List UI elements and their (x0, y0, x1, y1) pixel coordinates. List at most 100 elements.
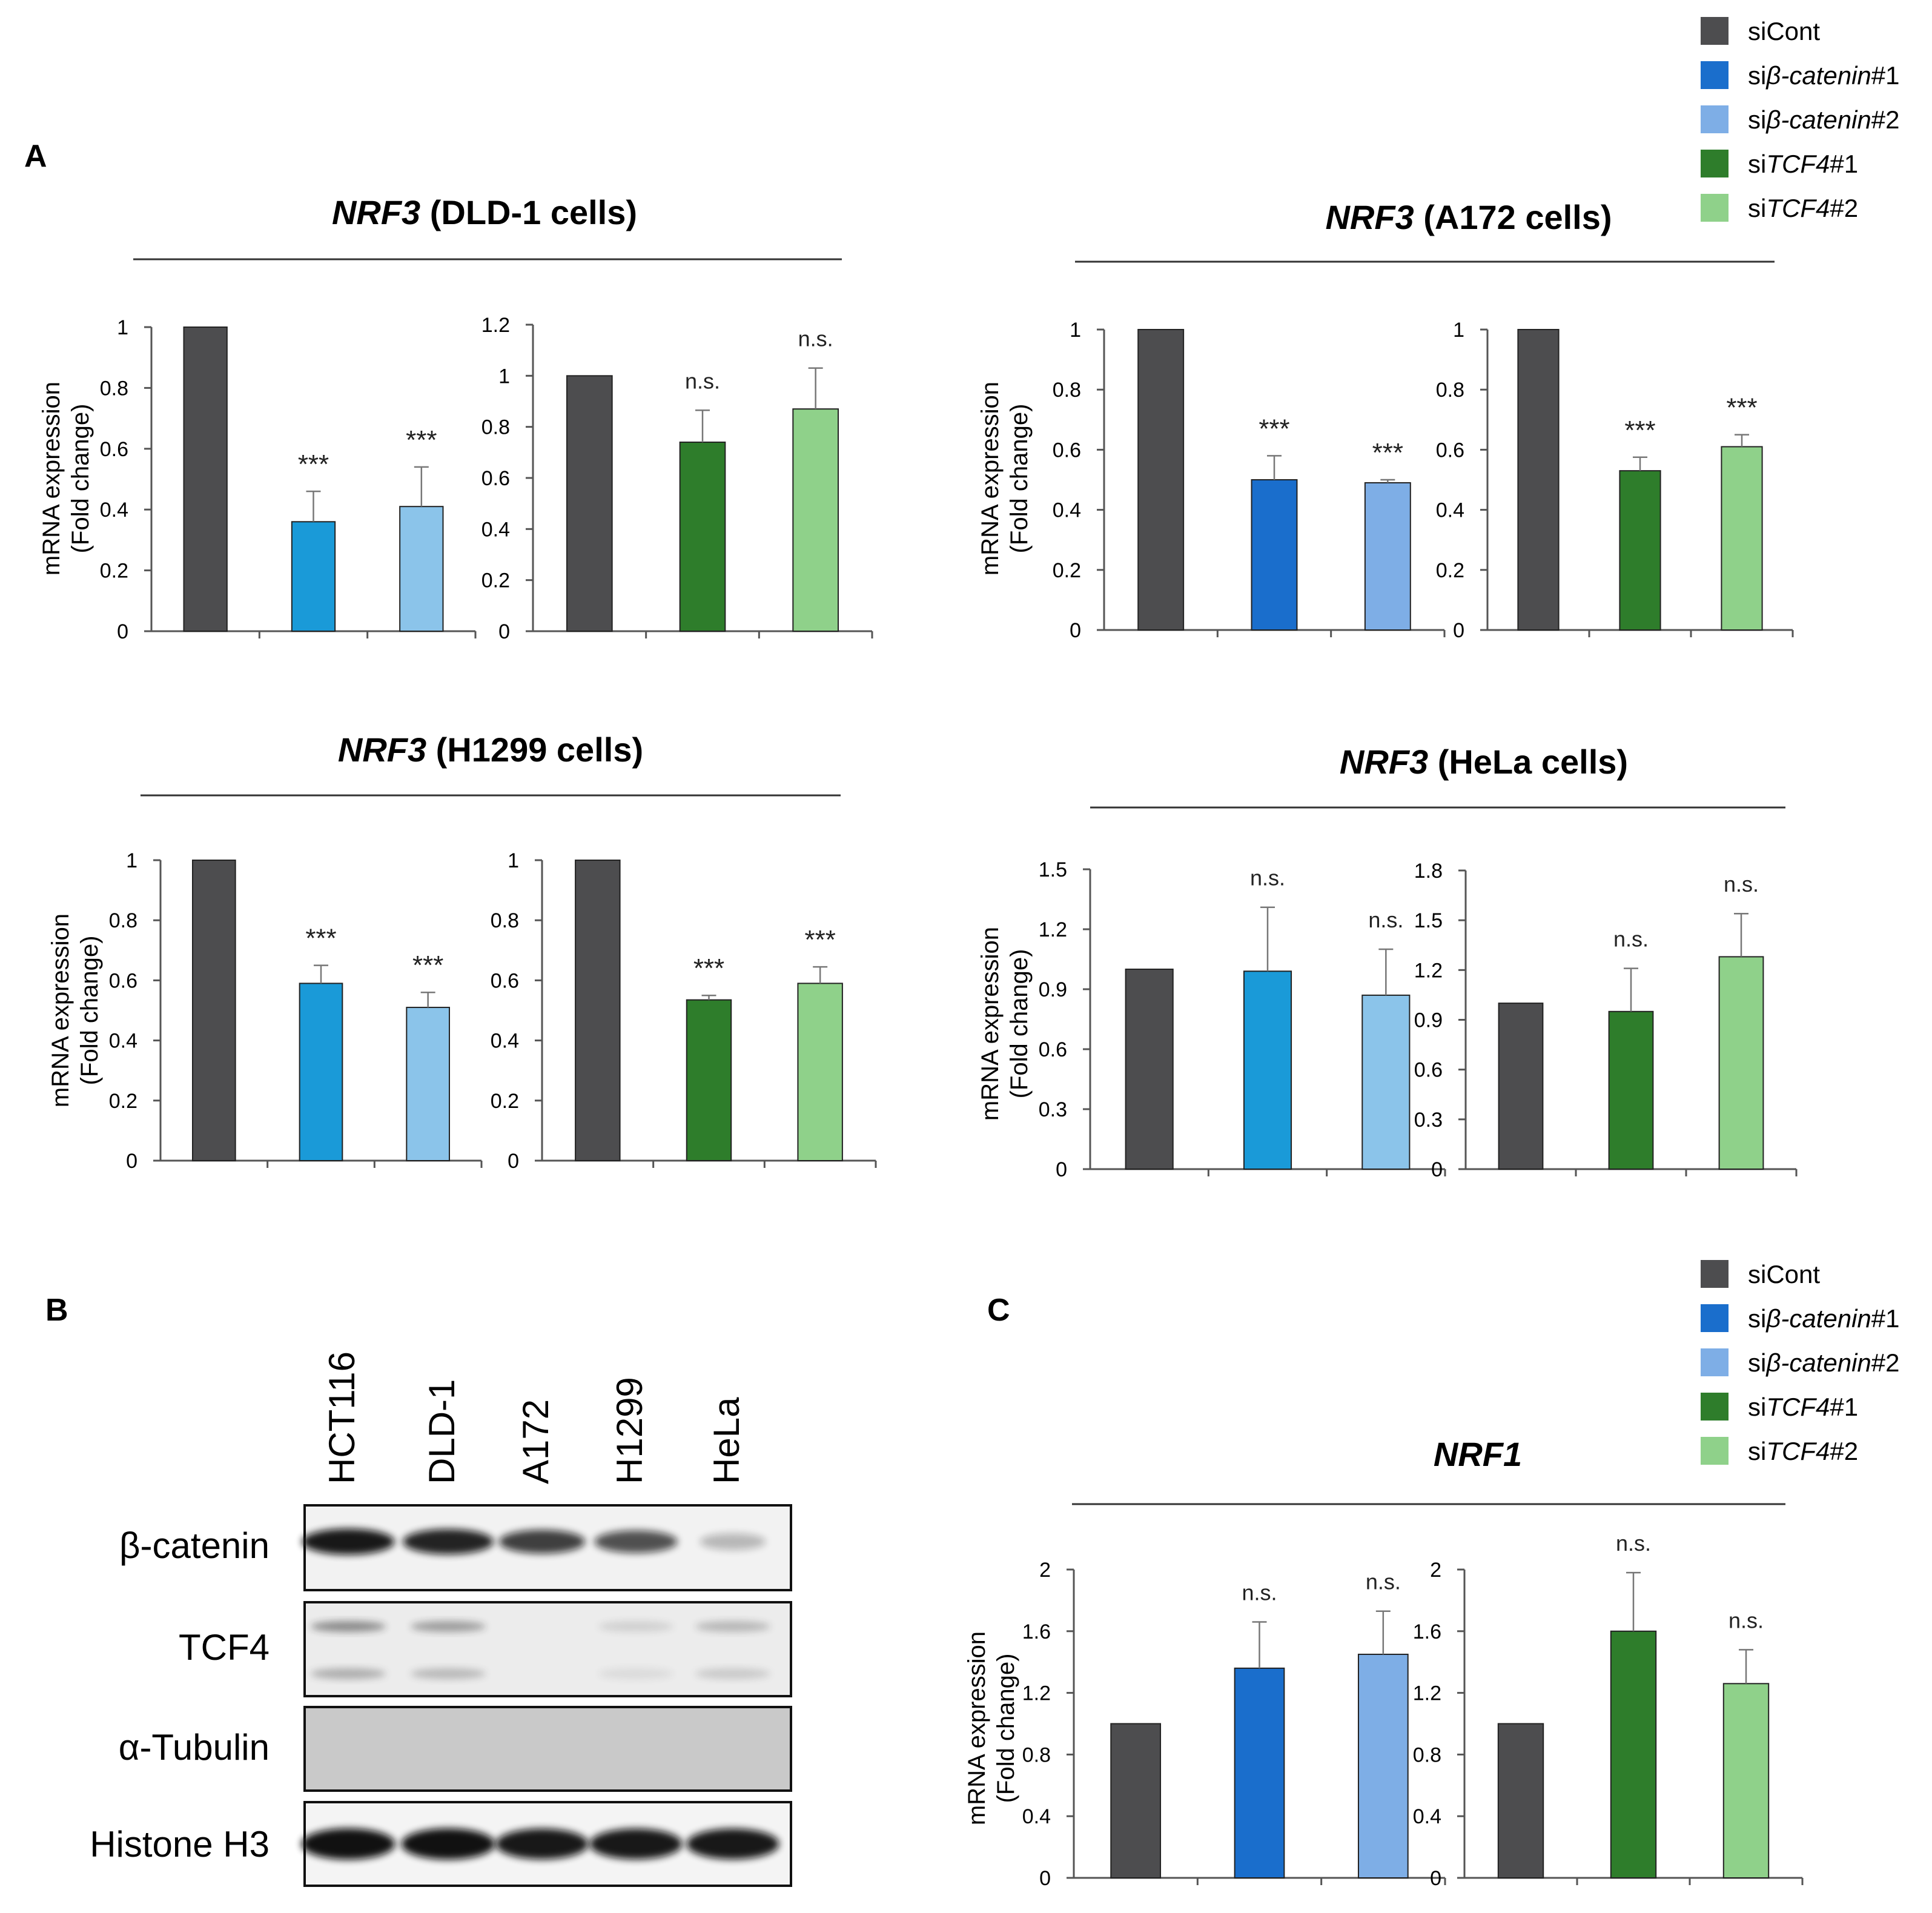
bar (792, 408, 839, 632)
bar (1137, 329, 1185, 631)
y-tick-label: 0.8 (1022, 1743, 1051, 1766)
bar-chart: 0 0.4 0.8 1.2 1.6 2 n.s. n.s. (1413, 1531, 1804, 1890)
bar (291, 521, 336, 632)
bar (566, 375, 613, 632)
significance-ns: n.s. (1613, 927, 1649, 952)
blot-band (700, 1533, 766, 1550)
group-title-gene: NRF3 (1340, 743, 1428, 781)
blot-band (695, 1621, 770, 1632)
y-axis-label: mRNA expression (977, 927, 1004, 1121)
y-tick-label: 1.2 (1414, 959, 1443, 982)
legend-label: siβ-catenin#2 (1748, 105, 1899, 134)
y-tick-label: 2 (1430, 1559, 1441, 1582)
significance-ns: n.s. (685, 368, 720, 393)
legend-label: siTCF4#1 (1748, 1393, 1858, 1421)
bar (1608, 1010, 1654, 1170)
blot-band (403, 1529, 494, 1554)
significance-stars: *** (298, 449, 329, 479)
significance-ns: n.s. (1724, 872, 1759, 897)
group-title-cells: (DLD-1 cells) (420, 193, 637, 231)
y-tick-label: 0.4 (1022, 1805, 1051, 1828)
blot-band (598, 1621, 673, 1632)
significance-ns: n.s. (1616, 1531, 1651, 1556)
bar-chart: 0 0.2 0.4 0.6 0.8 1 1.2 n.s. n.s. (481, 314, 873, 643)
legend-label-prefix: si (1748, 105, 1766, 134)
bar (575, 860, 621, 1161)
legend-label-suffix: #2 (1871, 105, 1900, 134)
significance-stars: *** (693, 953, 724, 983)
y-tick-label: 0.8 (491, 909, 519, 932)
y-tick-label: 0.6 (481, 467, 510, 490)
y-tick-label: 0.8 (1413, 1743, 1441, 1766)
group-title-gene: NRF3 (332, 193, 420, 231)
legend-swatch (1701, 1348, 1729, 1376)
y-tick-label: 0.8 (109, 909, 137, 932)
y-tick-label: 0.2 (1053, 559, 1081, 582)
y-axis-label: (Fold change) (1006, 404, 1033, 554)
legend-swatch (1701, 1304, 1729, 1332)
blot-row-label: TCF4 (179, 1627, 270, 1668)
y-tick-label: 0.9 (1414, 1009, 1443, 1032)
y-tick-label: 1.2 (1022, 1682, 1051, 1705)
legend-label-gene: β-catenin (1765, 61, 1871, 90)
legend-label-suffix: Cont (1766, 1260, 1820, 1288)
group-title-cells: (HeLa cells) (1428, 743, 1628, 781)
y-tick-label: 0.8 (1053, 379, 1081, 402)
bar-chart: 0 0.2 0.4 0.6 0.8 1 *** *** (1436, 319, 1794, 642)
bar (399, 506, 444, 632)
legend-label-gene: TCF4 (1766, 1393, 1830, 1421)
bar (1125, 969, 1174, 1170)
blot-box (303, 1706, 792, 1792)
y-axis-label: (Fold change) (1006, 949, 1033, 1099)
legend-label-suffix: #1 (1871, 61, 1900, 90)
y-tick-label: 0.2 (481, 569, 510, 592)
blot-band (411, 1621, 486, 1632)
legend-swatch (1701, 194, 1729, 222)
blot-band (594, 1530, 678, 1553)
blot-band (301, 1828, 395, 1860)
y-axis-label: (Fold change) (76, 936, 103, 1086)
legend-label-suffix: #1 (1830, 150, 1858, 178)
bar (1619, 470, 1661, 631)
panel-label-b: B (45, 1293, 68, 1328)
group-title-gene: NRF3 (1325, 198, 1414, 236)
legend-label-prefix: si (1748, 17, 1766, 45)
legend-label: siCont (1748, 17, 1820, 45)
bar (1364, 482, 1411, 631)
bar (192, 860, 236, 1161)
legend-label-gene: TCF4 (1766, 150, 1830, 178)
y-tick-label: 0.2 (1436, 559, 1464, 582)
bar (1361, 994, 1411, 1170)
blot-row-label: α-Tubulin (119, 1727, 270, 1768)
bar (1357, 1653, 1409, 1879)
bar (1243, 970, 1292, 1170)
bar (1721, 446, 1763, 631)
bar (183, 327, 228, 632)
y-tick-label: 0.3 (1039, 1098, 1067, 1121)
blot-band (598, 1668, 673, 1679)
bar (1498, 1003, 1544, 1170)
bar (406, 1007, 450, 1162)
legend-label: siCont (1748, 1260, 1820, 1288)
bar (1718, 956, 1764, 1170)
legend-label-gene: TCF4 (1766, 194, 1830, 222)
legend-swatch (1701, 105, 1729, 133)
y-tick-label: 1.2 (1413, 1682, 1441, 1705)
bar-chart: 0 0.2 0.4 0.6 0.8 1 *** *** mRNA expression (Fold… (977, 319, 1446, 642)
significance-stars: *** (412, 950, 443, 980)
blot-band (686, 1828, 779, 1860)
significance-ns: n.s. (1242, 1580, 1277, 1605)
legend-label-gene: β-catenin (1765, 1348, 1871, 1377)
lane-label: HCT116 (322, 1351, 362, 1484)
legend-label-gene: TCF4 (1766, 1437, 1830, 1465)
legend-label: siTCF4#2 (1748, 194, 1858, 222)
y-tick-label: 0.4 (109, 1030, 137, 1053)
y-tick-label: 0 (1430, 1867, 1441, 1890)
y-tick-label: 0.8 (1436, 379, 1464, 402)
y-tick-label: 0.2 (100, 560, 128, 583)
western-blot: HCT116 DLD-1 A172 H1299 HeLa β-catenin TCF4 α-T… (90, 1351, 792, 1887)
blot-band (401, 1828, 495, 1860)
legend-label-prefix: si (1748, 61, 1766, 90)
legend: siContsiβ-catenin#1siβ-catenin#2siTCF4#1… (1701, 17, 1899, 222)
significance-stars: *** (1372, 438, 1403, 468)
